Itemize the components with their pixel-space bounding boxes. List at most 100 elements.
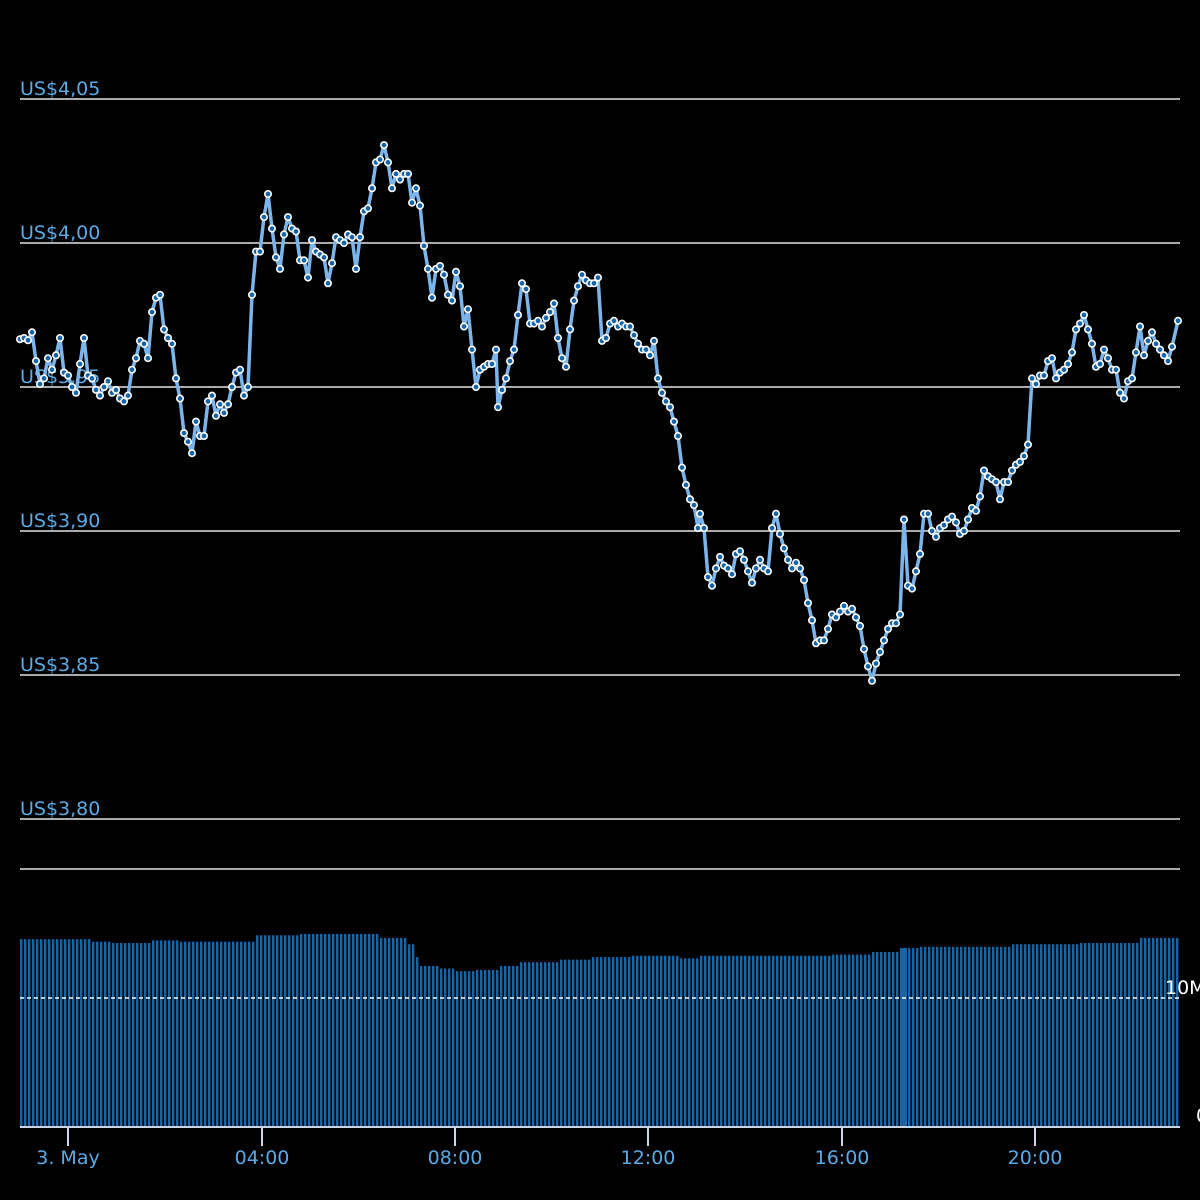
price-marker[interactable]	[553, 333, 562, 342]
price-marker[interactable]	[148, 308, 157, 317]
price-marker[interactable]	[443, 290, 452, 299]
price-marker[interactable]	[1003, 477, 1012, 486]
price-marker[interactable]	[72, 388, 81, 397]
price-marker[interactable]	[851, 613, 860, 622]
price-marker[interactable]	[565, 325, 574, 334]
price-marker[interactable]	[467, 345, 476, 354]
price-marker[interactable]	[1132, 348, 1141, 357]
price-marker[interactable]	[695, 509, 704, 518]
price-marker[interactable]	[299, 256, 308, 265]
price-marker[interactable]	[168, 339, 177, 348]
price-marker[interactable]	[699, 524, 708, 533]
price-marker[interactable]	[279, 230, 288, 239]
price-marker[interactable]	[124, 391, 133, 400]
price-marker[interactable]	[1084, 325, 1093, 334]
price-marker[interactable]	[224, 400, 233, 409]
price-marker[interactable]	[561, 362, 570, 371]
price-marker[interactable]	[39, 374, 48, 383]
price-marker[interactable]	[383, 158, 392, 167]
price-marker[interactable]	[259, 213, 268, 222]
price-marker[interactable]	[176, 394, 185, 403]
price-marker[interactable]	[423, 264, 432, 273]
price-marker[interactable]	[180, 429, 189, 438]
price-marker[interactable]	[775, 529, 784, 538]
price-marker[interactable]	[395, 175, 404, 184]
price-marker[interactable]	[653, 374, 662, 383]
price-marker[interactable]	[459, 322, 468, 331]
price-marker[interactable]	[128, 365, 137, 374]
price-marker[interactable]	[144, 354, 153, 363]
price-marker[interactable]	[379, 141, 388, 150]
price-marker[interactable]	[156, 290, 165, 299]
price-marker[interactable]	[339, 239, 348, 248]
price-marker[interactable]	[212, 411, 221, 420]
price-marker[interactable]	[68, 382, 77, 391]
price-marker[interactable]	[521, 285, 530, 294]
price-marker[interactable]	[96, 391, 105, 400]
price-marker[interactable]	[43, 354, 52, 363]
price-marker[interactable]	[641, 345, 650, 354]
price-marker[interactable]	[1116, 388, 1125, 397]
price-marker[interactable]	[1088, 339, 1097, 348]
price-marker[interactable]	[1160, 351, 1169, 360]
price-marker[interactable]	[204, 397, 213, 406]
price-marker[interactable]	[451, 267, 460, 276]
price-marker[interactable]	[411, 184, 420, 193]
price-marker[interactable]	[291, 227, 300, 236]
price-marker[interactable]	[263, 190, 272, 199]
price-marker[interactable]	[951, 518, 960, 527]
price-marker[interactable]	[549, 299, 558, 308]
price-marker[interactable]	[1168, 342, 1177, 351]
price-marker[interactable]	[1019, 452, 1028, 461]
price-marker[interactable]	[509, 345, 518, 354]
price-marker[interactable]	[1096, 359, 1105, 368]
price-marker[interactable]	[120, 397, 129, 406]
price-marker[interactable]	[517, 279, 526, 288]
price-marker[interactable]	[391, 169, 400, 178]
price-marker[interactable]	[589, 279, 598, 288]
price-marker[interactable]	[735, 547, 744, 556]
price-marker[interactable]	[871, 659, 880, 668]
price-marker[interactable]	[927, 526, 936, 535]
price-marker[interactable]	[711, 564, 720, 573]
price-marker[interactable]	[1052, 374, 1061, 383]
price-marker[interactable]	[703, 573, 712, 582]
price-marker[interactable]	[164, 333, 173, 342]
price-marker[interactable]	[172, 374, 181, 383]
price-marker[interactable]	[569, 296, 578, 305]
price-marker[interactable]	[779, 544, 788, 553]
price-marker[interactable]	[463, 305, 472, 314]
price-marker[interactable]	[228, 382, 237, 391]
price-marker[interactable]	[959, 526, 968, 535]
price-marker[interactable]	[855, 621, 864, 630]
price-marker[interactable]	[27, 328, 36, 337]
price-marker[interactable]	[427, 293, 436, 302]
price-marker[interactable]	[1174, 316, 1183, 325]
price-marker[interactable]	[501, 374, 510, 383]
price-marker[interactable]	[275, 264, 284, 273]
price-marker[interactable]	[847, 604, 856, 613]
price-marker[interactable]	[895, 610, 904, 619]
price-marker[interactable]	[755, 555, 764, 564]
price-marker[interactable]	[283, 213, 292, 222]
price-marker[interactable]	[1128, 374, 1137, 383]
price-marker[interactable]	[995, 495, 1004, 504]
price-marker[interactable]	[303, 273, 312, 282]
price-marker[interactable]	[665, 403, 674, 412]
price-marker[interactable]	[609, 316, 618, 325]
price-marker[interactable]	[727, 570, 736, 579]
price-marker[interactable]	[533, 316, 542, 325]
price-marker[interactable]	[673, 431, 682, 440]
price-marker[interactable]	[1156, 345, 1165, 354]
price-marker[interactable]	[971, 506, 980, 515]
price-marker[interactable]	[271, 253, 280, 262]
price-marker[interactable]	[537, 322, 546, 331]
price-marker[interactable]	[807, 616, 816, 625]
price-marker[interactable]	[867, 676, 876, 685]
price-marker[interactable]	[1112, 365, 1121, 374]
price-marker[interactable]	[255, 247, 264, 256]
price-marker[interactable]	[200, 431, 209, 440]
price-marker[interactable]	[248, 290, 257, 299]
price-marker[interactable]	[1040, 371, 1049, 380]
price-marker[interactable]	[1080, 310, 1089, 319]
